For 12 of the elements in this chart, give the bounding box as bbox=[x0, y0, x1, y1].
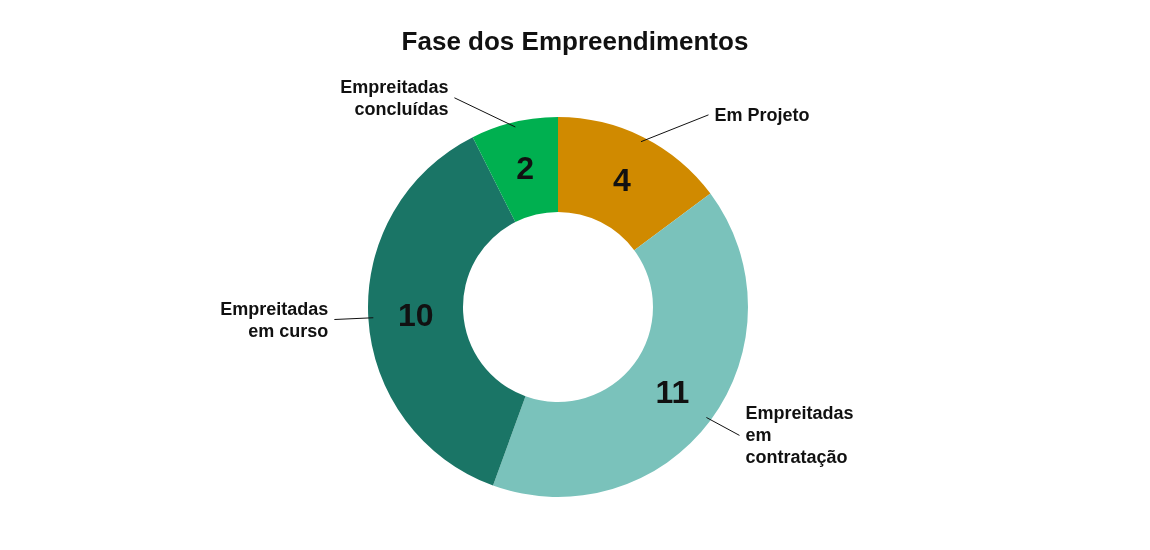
slice-label: Empreitadas em contratação bbox=[745, 403, 854, 468]
donut-slice bbox=[558, 117, 711, 251]
data-label: 4 bbox=[613, 161, 632, 198]
slice-label: Empreitadas em curso bbox=[220, 298, 329, 341]
data-label: 11 bbox=[655, 374, 690, 411]
slice-label: Em Projeto bbox=[714, 104, 810, 125]
data-label: 10 bbox=[397, 297, 434, 334]
donut-slice bbox=[493, 193, 748, 497]
slice-label: Empreitadas concluídas bbox=[340, 76, 449, 119]
donut-slice bbox=[472, 117, 558, 223]
chart-title: Fase dos Empreendimentos bbox=[400, 26, 750, 57]
data-label: 2 bbox=[516, 150, 535, 187]
